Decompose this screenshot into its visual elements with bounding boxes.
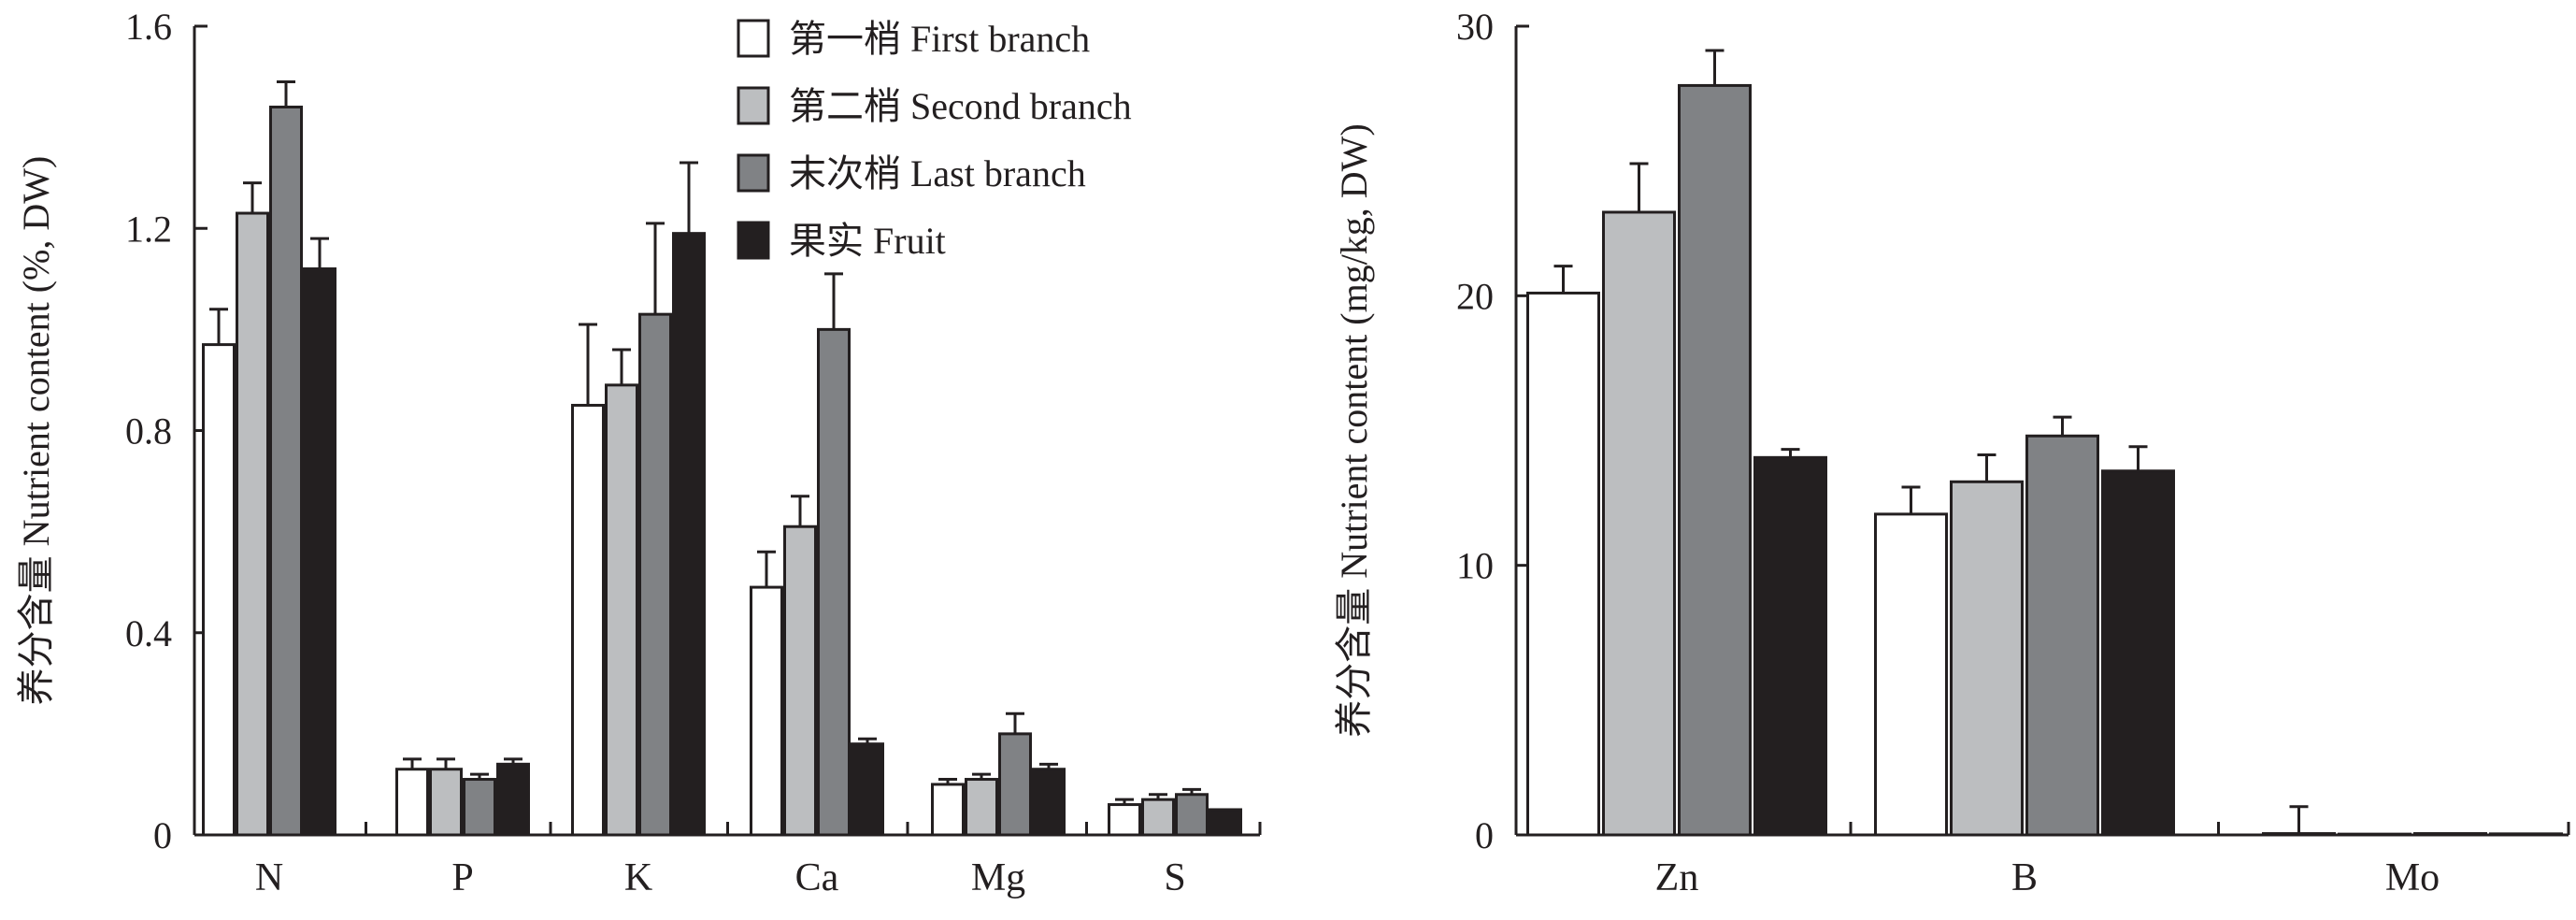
left-y-tick-label: 1.6 <box>125 6 172 48</box>
right-bar-b-series-2 <box>1950 480 2024 837</box>
legend-swatch-3 <box>737 153 770 193</box>
left-bar-ca-series-2 <box>783 525 817 837</box>
right-bar-b-series-1 <box>1874 512 1948 837</box>
legend-swatch-2 <box>737 86 770 125</box>
right-bar-mo-series-1 <box>2262 832 2336 837</box>
legend-label-1: 第一梢 First branch <box>789 18 1090 60</box>
left-x-category-label: S <box>1164 856 1185 899</box>
right-bar-mo-series-4 <box>2489 832 2563 837</box>
left-bar-ca-series-4 <box>851 742 884 837</box>
legend-swatch-4 <box>737 221 770 260</box>
right-bar-zn-series-1 <box>1526 291 1600 837</box>
legend-label-2: 第二梢 Second branch <box>789 85 1132 127</box>
left-x-category-label: P <box>451 856 473 899</box>
legend-swatch-1 <box>737 19 770 58</box>
left-y-axis-title: 养分含量 Nutrient content (%, DW) <box>15 156 57 706</box>
left-bar-k-series-1 <box>571 403 605 837</box>
legend-label-4: 果实 Fruit <box>789 220 946 262</box>
right-x-category-label: Zn <box>1655 856 1699 899</box>
right-x-category-label: Mo <box>2385 856 2440 899</box>
right-y-tick-label: 10 <box>1456 545 1494 587</box>
right-bar-zn-series-2 <box>1602 210 1676 837</box>
right-chart-micronutrients: 0 10 20 30 养分含量 Nutrient content (mg/kg, DW)… <box>1333 6 2570 899</box>
right-bar-zn-series-4 <box>1753 455 1827 837</box>
left-bar-mg-series-3 <box>998 732 1032 837</box>
chart-legend: 第一梢 First branch 第二梢 Second branch 末次梢 Las… <box>737 18 1132 262</box>
left-bar-n-series-1 <box>202 343 236 837</box>
right-y-tick-label: 30 <box>1456 6 1494 48</box>
left-bar-mg-series-1 <box>931 783 965 837</box>
right-bar-zn-series-3 <box>1678 83 1752 837</box>
left-bar-p-series-3 <box>463 778 496 837</box>
left-y-tick-label: 1.2 <box>125 208 172 250</box>
left-y-tick-label: 0.4 <box>125 612 172 654</box>
right-y-tick-label: 0 <box>1475 814 1494 856</box>
left-bar-s-series-4 <box>1209 808 1242 837</box>
left-bar-n-series-3 <box>269 106 303 837</box>
left-bar-ca-series-3 <box>817 327 851 837</box>
left-bar-s-series-2 <box>1141 798 1175 837</box>
left-x-category-label: Ca <box>795 856 839 899</box>
left-chart-macronutrients: 0 0.4 0.8 1.2 1.6 养分含量 Nutrient content (%, D… <box>15 6 1262 899</box>
right-bar-b-series-3 <box>2025 434 2099 837</box>
left-bar-n-series-4 <box>303 267 336 837</box>
right-x-category-label: B <box>2011 856 2038 899</box>
left-bar-p-series-4 <box>496 762 530 837</box>
left-bar-k-series-3 <box>638 312 672 837</box>
left-y-tick-label: 0.8 <box>125 410 172 453</box>
left-bar-k-series-2 <box>605 383 638 837</box>
left-bar-p-series-2 <box>429 768 463 837</box>
left-bar-mg-series-2 <box>965 778 998 837</box>
right-y-axis-title: 养分含量 Nutrient content (mg/kg, DW) <box>1333 123 1375 738</box>
left-y-tick-label: 0 <box>153 814 172 856</box>
left-x-category-label: N <box>255 856 283 899</box>
right-bar-mo-series-2 <box>2338 832 2411 837</box>
left-x-category-label: K <box>624 856 652 899</box>
right-bar-b-series-4 <box>2101 469 2175 837</box>
right-bar-mo-series-3 <box>2413 832 2487 837</box>
right-y-tick-label: 20 <box>1456 275 1494 317</box>
legend-label-3: 末次梢 Last branch <box>789 152 1086 194</box>
left-bar-s-series-3 <box>1175 793 1209 837</box>
left-bar-ca-series-1 <box>750 585 783 837</box>
left-bar-mg-series-4 <box>1032 768 1066 837</box>
left-bar-s-series-1 <box>1108 803 1141 837</box>
left-bar-n-series-2 <box>236 211 269 837</box>
left-x-category-label: Mg <box>971 856 1025 899</box>
left-bar-p-series-1 <box>395 768 429 837</box>
left-bar-k-series-4 <box>672 232 706 837</box>
